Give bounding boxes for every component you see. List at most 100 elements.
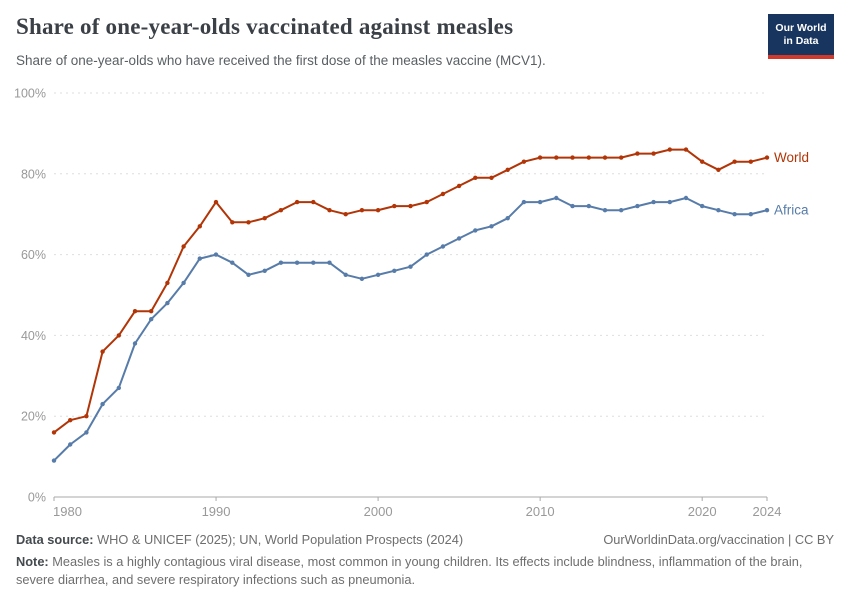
series-point-africa[interactable]: [683, 195, 689, 201]
series-point-world[interactable]: [667, 147, 672, 152]
series-point-world[interactable]: [262, 216, 267, 221]
owid-logo[interactable]: Our World in Data: [768, 14, 834, 59]
series-point-africa[interactable]: [456, 236, 462, 241]
series-point-africa[interactable]: [278, 260, 284, 265]
series-point-world[interactable]: [440, 191, 446, 197]
series-point-world[interactable]: [375, 208, 381, 213]
x-tick-label: 2000: [364, 504, 393, 519]
series-point-world[interactable]: [343, 212, 348, 217]
series-point-world[interactable]: [619, 155, 624, 160]
series-point-africa[interactable]: [149, 317, 154, 322]
series-point-africa[interactable]: [116, 385, 122, 391]
series-point-africa[interactable]: [84, 430, 89, 435]
series-point-africa[interactable]: [343, 272, 348, 277]
series-point-world[interactable]: [537, 155, 543, 160]
series-point-africa[interactable]: [764, 208, 770, 213]
series-point-world[interactable]: [716, 167, 721, 172]
series-point-africa[interactable]: [570, 203, 575, 209]
series-point-world[interactable]: [181, 244, 186, 249]
series-point-africa[interactable]: [440, 244, 446, 249]
citation-link[interactable]: OurWorldinData.org/vaccination: [603, 532, 785, 547]
series-point-africa[interactable]: [132, 341, 138, 346]
license-separator: |: [784, 532, 795, 547]
series-point-world[interactable]: [489, 175, 494, 180]
series-line-world[interactable]: [53, 148, 768, 434]
series-point-africa[interactable]: [51, 458, 57, 463]
series-point-africa[interactable]: [537, 199, 543, 205]
series-point-africa[interactable]: [294, 260, 300, 265]
series-point-africa[interactable]: [375, 272, 381, 277]
series-point-world[interactable]: [278, 208, 284, 213]
series-point-africa[interactable]: [521, 199, 527, 205]
series-point-africa[interactable]: [651, 199, 656, 205]
series-point-world[interactable]: [505, 167, 510, 172]
series-point-world[interactable]: [602, 155, 608, 160]
series-point-africa[interactable]: [505, 216, 510, 221]
series-label-world: World: [774, 150, 809, 165]
series-point-africa[interactable]: [181, 280, 186, 286]
series-point-world[interactable]: [424, 199, 429, 205]
series-point-world[interactable]: [359, 208, 365, 213]
series-point-world[interactable]: [197, 224, 202, 229]
series-point-africa[interactable]: [327, 260, 332, 265]
series-point-world[interactable]: [683, 147, 689, 152]
series-point-africa[interactable]: [619, 208, 624, 213]
series-point-africa[interactable]: [748, 212, 753, 217]
series-point-africa[interactable]: [262, 268, 267, 273]
series-point-africa[interactable]: [473, 228, 478, 233]
series-point-africa[interactable]: [230, 260, 235, 265]
series-point-world[interactable]: [246, 220, 251, 225]
series-point-world[interactable]: [132, 309, 138, 314]
series-point-africa[interactable]: [489, 224, 494, 229]
series-point-world[interactable]: [570, 155, 575, 160]
series-point-world[interactable]: [311, 199, 316, 205]
series-point-africa[interactable]: [424, 252, 429, 257]
series-point-africa[interactable]: [586, 203, 591, 209]
note-text: Measles is a highly contagious viral dis…: [16, 554, 803, 587]
series-point-world[interactable]: [586, 155, 591, 160]
series-point-africa[interactable]: [246, 272, 251, 277]
series-point-africa[interactable]: [359, 276, 365, 281]
series-point-africa[interactable]: [732, 212, 737, 217]
series-point-world[interactable]: [68, 418, 73, 423]
series-point-world[interactable]: [456, 183, 462, 189]
series-point-africa[interactable]: [311, 260, 316, 265]
series-point-africa[interactable]: [213, 252, 219, 257]
series-point-africa[interactable]: [68, 442, 73, 447]
series-point-world[interactable]: [554, 155, 559, 160]
series-point-africa[interactable]: [700, 203, 705, 209]
series-point-africa[interactable]: [392, 268, 397, 273]
series-point-world[interactable]: [100, 349, 105, 354]
series-point-africa[interactable]: [602, 208, 608, 213]
series-point-world[interactable]: [392, 203, 397, 209]
series-point-world[interactable]: [635, 151, 640, 156]
series-point-africa[interactable]: [165, 300, 170, 306]
series-point-world[interactable]: [764, 155, 770, 160]
series-point-africa[interactable]: [635, 203, 640, 209]
x-tick-label: 2010: [526, 504, 555, 519]
series-point-africa[interactable]: [100, 401, 105, 407]
series-point-africa[interactable]: [408, 264, 413, 269]
series-point-world[interactable]: [327, 208, 332, 213]
series-point-world[interactable]: [294, 199, 300, 205]
series-line-africa[interactable]: [53, 197, 768, 462]
series-point-world[interactable]: [473, 175, 478, 180]
series-point-africa[interactable]: [197, 256, 202, 261]
series-point-africa[interactable]: [554, 195, 559, 201]
series-point-world[interactable]: [116, 333, 122, 338]
series-point-africa[interactable]: [716, 208, 721, 213]
series-point-world[interactable]: [651, 151, 656, 156]
series-point-world[interactable]: [408, 203, 413, 209]
series-point-world[interactable]: [84, 414, 89, 419]
series-point-world[interactable]: [51, 430, 57, 435]
series-point-world[interactable]: [149, 309, 154, 314]
series-point-world[interactable]: [732, 159, 737, 164]
series-point-world[interactable]: [700, 159, 705, 164]
series-point-world[interactable]: [165, 280, 170, 286]
series-point-world[interactable]: [213, 199, 219, 205]
series-point-world[interactable]: [521, 159, 527, 164]
series-point-world[interactable]: [230, 220, 235, 225]
series-point-world[interactable]: [748, 159, 753, 164]
series-point-africa[interactable]: [667, 199, 672, 205]
